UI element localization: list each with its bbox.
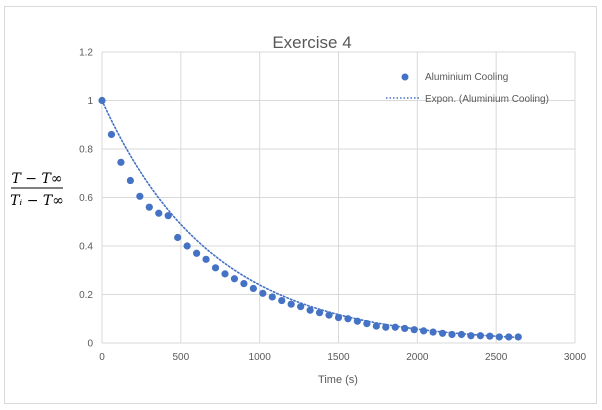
y-tick-labels: 0 0.2 0.4 0.6 0.8 1 1.2: [79, 48, 93, 350]
data-point[interactable]: [287, 300, 295, 308]
data-point[interactable]: [117, 158, 125, 166]
data-point[interactable]: [145, 203, 153, 211]
trendline: [101, 99, 520, 339]
legend[interactable]: Aluminium Cooling Expon. (Aluminium Cool…: [386, 72, 549, 105]
gridlines: [101, 51, 576, 344]
data-point[interactable]: [505, 333, 513, 341]
x-axis-label: Time (s): [318, 374, 358, 386]
data-point[interactable]: [211, 264, 220, 272]
y-tick-label: 0.4: [79, 242, 93, 253]
data-point[interactable]: [382, 323, 390, 331]
data-point[interactable]: [221, 270, 229, 278]
x-tick-labels: 0 500 1000 1500 2000 2500 3000: [99, 352, 586, 363]
data-point[interactable]: [363, 320, 371, 328]
data-point[interactable]: [325, 311, 333, 319]
y-tick-label: 1: [87, 96, 93, 107]
data-point[interactable]: [429, 328, 437, 336]
x-tick-label: 0: [99, 352, 105, 363]
data-point[interactable]: [259, 289, 267, 297]
data-point[interactable]: [278, 296, 286, 305]
y-axis-label-denominator: Tᵢ − T∞: [10, 193, 64, 209]
y-tick-label: 0: [87, 339, 93, 350]
data-point[interactable]: [98, 96, 106, 105]
legend-entry-trendline: Expon. (Aluminium Cooling): [425, 94, 549, 105]
legend-entry-series: Aluminium Cooling: [425, 72, 508, 83]
data-point[interactable]: [315, 309, 324, 317]
y-tick-label: 0.6: [79, 193, 93, 204]
x-tick-label: 3000: [564, 352, 587, 363]
data-point[interactable]: [183, 242, 191, 250]
data-point[interactable]: [126, 176, 134, 185]
data-point[interactable]: [514, 333, 522, 341]
data-point[interactable]: [344, 315, 352, 323]
data-point[interactable]: [193, 249, 201, 257]
y-tick-label: 0.8: [79, 145, 93, 156]
data-point[interactable]: [306, 306, 314, 314]
y-tick-label: 1.2: [79, 48, 93, 59]
data-point[interactable]: [372, 322, 380, 330]
data-point[interactable]: [420, 327, 428, 335]
data-point[interactable]: [467, 332, 475, 340]
y-axis-label: T − T∞ Tᵢ − T∞: [10, 171, 64, 209]
data-point[interactable]: [391, 323, 399, 331]
data-point[interactable]: [457, 330, 466, 339]
data-point[interactable]: [240, 279, 248, 288]
data-point[interactable]: [476, 332, 484, 340]
data-point[interactable]: [174, 233, 182, 242]
legend-marker-icon: [401, 73, 409, 81]
chart-area[interactable]: Exercise 4 T − T∞ Tᵢ − T∞ 0 0.2 0.4 0.6 0.8 1…: [4, 6, 597, 404]
data-point[interactable]: [353, 317, 362, 325]
x-tick-label: 2000: [406, 352, 429, 363]
y-axis-label-numerator: T − T∞: [12, 171, 63, 187]
x-tick-label: 500: [172, 352, 189, 363]
scatter-chart: Exercise 4 T − T∞ Tᵢ − T∞ 0 0.2 0.4 0.6 0.8 1…: [10, 33, 586, 386]
data-point[interactable]: [410, 326, 418, 334]
data-points: [98, 96, 522, 341]
y-tick-label: 0.2: [79, 290, 93, 301]
data-point[interactable]: [249, 284, 257, 293]
data-point[interactable]: [438, 329, 447, 337]
x-tick-label: 2500: [485, 352, 508, 363]
data-point[interactable]: [486, 332, 494, 340]
data-point[interactable]: [202, 255, 210, 263]
data-point[interactable]: [448, 330, 456, 339]
x-tick-label: 1000: [249, 352, 272, 363]
exponential-trendline: [101, 99, 520, 339]
data-point[interactable]: [136, 192, 144, 200]
chart-title: Exercise 4: [272, 33, 351, 52]
data-point[interactable]: [230, 275, 239, 283]
data-point[interactable]: [268, 293, 276, 301]
x-tick-label: 1500: [327, 352, 350, 363]
data-point[interactable]: [164, 212, 172, 220]
data-point[interactable]: [155, 209, 163, 217]
data-point[interactable]: [401, 324, 409, 333]
data-point[interactable]: [495, 333, 503, 341]
data-point[interactable]: [334, 313, 343, 322]
data-point[interactable]: [107, 130, 116, 139]
data-point[interactable]: [297, 303, 305, 311]
